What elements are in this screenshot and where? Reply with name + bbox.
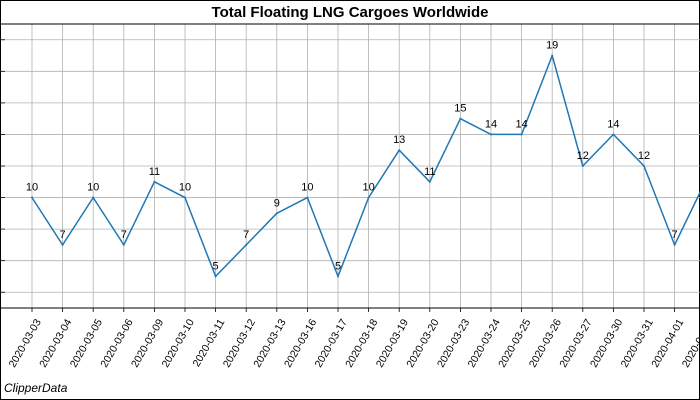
data-point <box>428 180 431 183</box>
data-label: 7 <box>121 229 127 241</box>
data-point <box>490 133 492 136</box>
data-label: 13 <box>393 134 405 146</box>
data-point <box>214 275 217 278</box>
data-point <box>31 196 33 199</box>
data-point <box>92 196 95 199</box>
data-label: 5 <box>335 260 341 272</box>
data-point <box>673 243 676 246</box>
data-point <box>612 133 615 136</box>
data-label: 11 <box>424 166 435 178</box>
chart-title: Total Floating LNG Cargoes Worldwide <box>211 4 489 21</box>
data-point <box>398 149 401 152</box>
data-point <box>551 54 554 57</box>
data-point <box>581 165 584 167</box>
data-label: 12 <box>638 150 650 162</box>
data-label: 5 <box>213 260 219 272</box>
data-point <box>275 212 278 215</box>
data-label: 12 <box>577 150 589 162</box>
data-label: 7 <box>672 229 678 241</box>
data-label: 15 <box>454 103 466 115</box>
data-point <box>367 196 370 199</box>
data-label: 7 <box>60 229 66 241</box>
data-label: 14 <box>607 118 619 130</box>
data-point <box>153 180 156 183</box>
data-point <box>61 243 64 246</box>
data-label: 10 <box>362 182 374 194</box>
data-point <box>520 133 523 136</box>
data-point <box>337 275 339 278</box>
data-point <box>643 165 645 167</box>
data-point <box>459 117 462 120</box>
data-point <box>122 243 125 246</box>
data-label: 11 <box>149 166 160 178</box>
data-label: 9 <box>274 197 280 209</box>
data-label: 14 <box>515 118 527 130</box>
data-label: 10 <box>26 182 38 194</box>
source-note: ClipperData <box>4 381 68 395</box>
data-label: 10 <box>301 182 313 194</box>
data-label: 10 <box>179 182 191 194</box>
data-label: 10 <box>87 182 99 194</box>
data-point <box>245 243 248 246</box>
data-label: 19 <box>546 40 558 52</box>
data-point <box>184 196 186 199</box>
data-label: 7 <box>243 229 249 241</box>
data-label: 14 <box>485 118 497 130</box>
data-point <box>306 196 309 199</box>
